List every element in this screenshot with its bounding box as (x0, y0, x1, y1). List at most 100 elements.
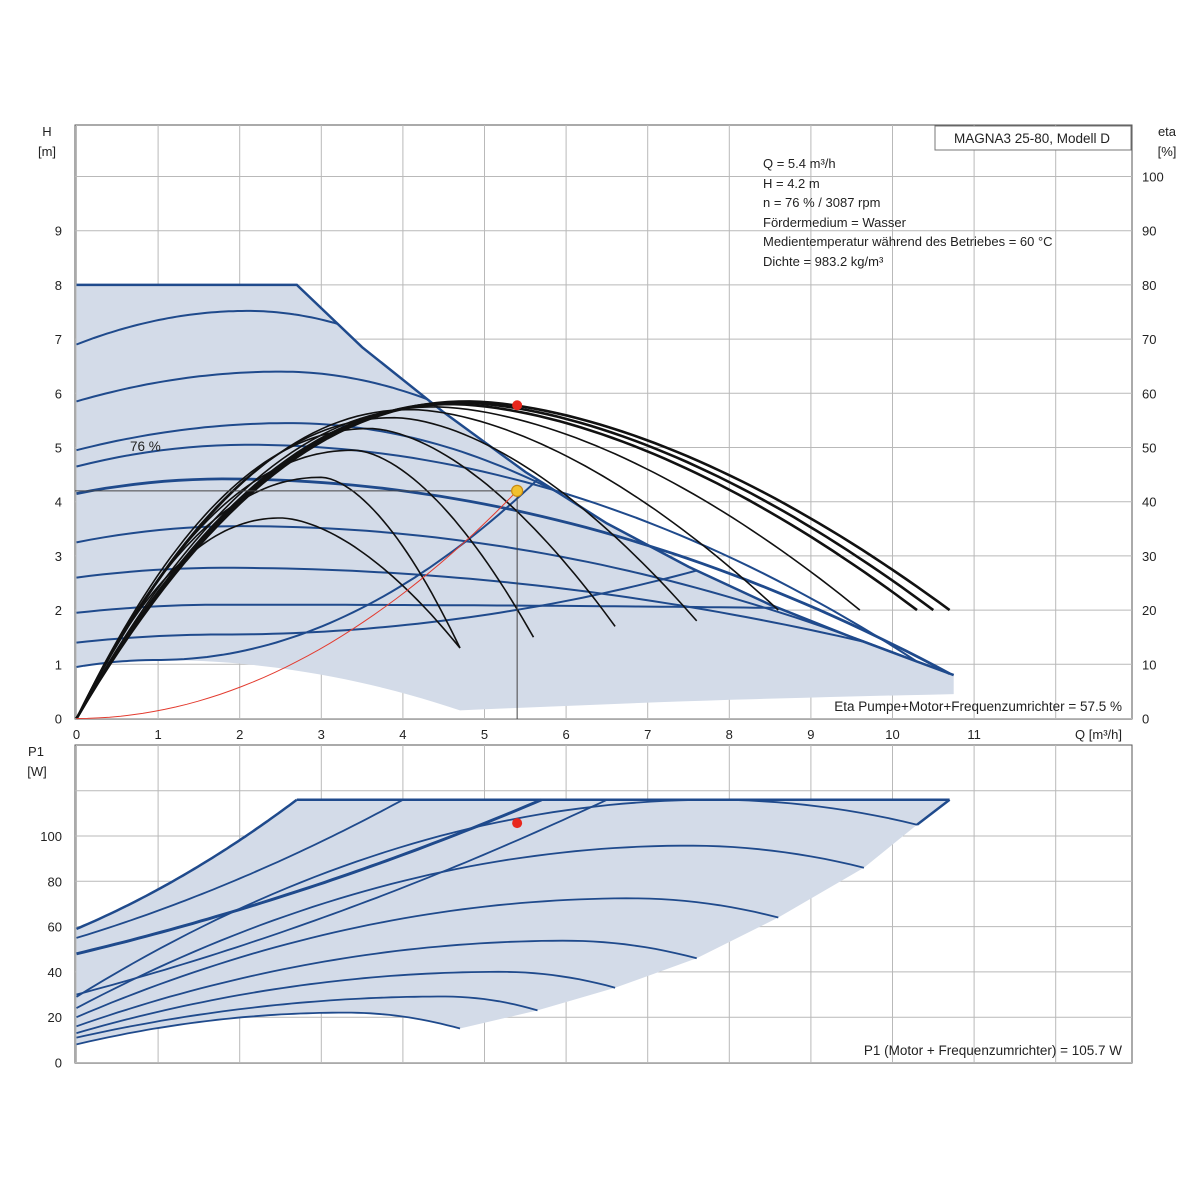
eta-tick-label: 40 (1142, 495, 1156, 510)
x-tick-label: 4 (399, 727, 406, 742)
right-axis-name: eta (1158, 124, 1177, 139)
efficiency-curve (75, 406, 861, 719)
head-curve (76, 566, 865, 643)
x-tick-label: 6 (562, 727, 569, 742)
eta-tick-label: 30 (1142, 549, 1156, 564)
power-curve (76, 798, 543, 956)
h-tick-label: 8 (55, 278, 62, 293)
power-curve (76, 939, 697, 1028)
power-curve (76, 798, 608, 996)
system-curve (76, 490, 518, 719)
p-tick-label: 40 (48, 965, 62, 980)
p-tick-label: 0 (55, 1056, 62, 1071)
duty-point-marker (511, 484, 524, 497)
eta-tick-label: 0 (1142, 712, 1149, 727)
info-line-n: n = 76 % / 3087 rpm (763, 195, 880, 210)
head-curve (76, 477, 951, 675)
efficiency-curve (75, 402, 918, 720)
p-tick-label: 20 (48, 1010, 62, 1025)
power-axis-unit: [W] (27, 764, 47, 779)
efficiency-curve (75, 427, 616, 719)
info-line-medium: Fördermedium = Wasser (763, 215, 907, 230)
x-tick-label: 2 (236, 727, 243, 742)
operating-point-markers (75, 400, 524, 719)
power-readout: P1 (Motor + Frequenzumrichter) = 105.7 W (864, 1043, 1122, 1058)
title-box (934, 125, 1132, 151)
x-tick-label: 0 (73, 727, 80, 742)
eta-tick-label: 70 (1142, 332, 1156, 347)
x-tick-label: 5 (481, 727, 488, 742)
eta-tick-label: 90 (1142, 224, 1156, 239)
power-curve (76, 844, 865, 1009)
info-line-temperature: Medientemperatur während des Betriebes =… (763, 234, 1053, 249)
power-max-edge (916, 798, 951, 826)
head-curve (76, 603, 779, 614)
efficiency-curve (75, 476, 461, 719)
efficiency-readout: Eta Pumpe+Motor+Frequenzumrichter = 57.5… (834, 699, 1122, 714)
info-line-density: Dichte = 983.2 kg/m³ (763, 254, 884, 269)
power-axis-ticks: 0 20 40 60 80 100 (40, 829, 62, 1071)
eta-tick-label: 10 (1142, 657, 1156, 672)
eta-tick-label: 20 (1142, 603, 1156, 618)
h-tick-label: 3 (55, 549, 62, 564)
power-range-area (76, 799, 950, 1045)
x-tick-label: 9 (807, 727, 814, 742)
p-tick-label: 60 (48, 920, 62, 935)
left-axis-name: H (42, 124, 51, 139)
power-operating-point (512, 818, 523, 829)
info-block: Q = 5.4 m³/h H = 4.2 m n = 76 % / 3087 r… (763, 156, 1053, 269)
h-tick-label: 7 (55, 332, 62, 347)
head-curve (76, 443, 918, 663)
power-curve (76, 995, 538, 1039)
x-tick-label: 10 (885, 727, 899, 742)
eta-tick-label: 80 (1142, 278, 1156, 293)
head-curves (76, 309, 951, 675)
p-tick-label: 100 (40, 829, 62, 844)
x-tick-label: 1 (154, 727, 161, 742)
p-tick-label: 80 (48, 874, 62, 889)
head-curve (76, 370, 428, 403)
head-axis-ticks: 0 1 2 3 4 5 6 7 8 9 10 1101234567890102030405060708… (55, 170, 1164, 743)
h-tick-label: 0 (55, 712, 62, 727)
x-tick-label: 8 (726, 727, 733, 742)
power-curves (76, 798, 951, 1046)
efficiency-curve (75, 416, 698, 719)
right-axis-unit: [%] (1158, 144, 1177, 159)
eta-tick-label: 50 (1142, 441, 1156, 456)
power-curve (76, 798, 298, 931)
power-curve (76, 799, 404, 939)
power-curve (76, 1011, 461, 1046)
info-line-h: H = 4.2 m (763, 176, 820, 191)
x-tick-label: 3 (318, 727, 325, 742)
chart-title: MAGNA3 25-80, Modell D (954, 131, 1110, 146)
eta-tick-label: 60 (1142, 386, 1156, 401)
head-curve (76, 309, 338, 346)
efficiency-point-marker (512, 400, 523, 411)
head-curve (76, 422, 559, 494)
eta-tick-label: 100 (1142, 170, 1164, 185)
h-tick-label: 5 (55, 441, 62, 456)
h-tick-label: 9 (55, 224, 62, 239)
head-panel: 0 1 2 3 4 5 6 7 8 9 10 1101234567890102030405060708… (38, 124, 1177, 742)
efficiency-curve (75, 517, 461, 719)
h-tick-label: 6 (55, 386, 62, 401)
h-tick-label: 2 (55, 603, 62, 618)
head-curve (76, 569, 697, 644)
h-tick-label: 1 (55, 657, 62, 672)
power-curve (76, 970, 616, 1034)
h-tick-label: 4 (55, 495, 62, 510)
power-operating-range (76, 799, 950, 1045)
x-tick-label: 7 (644, 727, 651, 742)
power-curve (76, 897, 779, 1019)
efficiency-curve (75, 401, 935, 720)
x-axis-label: Q [m³/h] (1075, 727, 1122, 742)
power-axis-name: P1 (28, 744, 44, 759)
power-panel: 0 20 40 60 80 100 P1 [W] P1 (Motor + Frequenz… (27, 744, 1133, 1071)
info-line-q: Q = 5.4 m³/h (763, 156, 836, 171)
speed-curve-label: 76 % (130, 439, 161, 454)
power-curve (76, 798, 918, 998)
x-tick-label: 11 (967, 727, 981, 742)
left-axis-unit: [m] (38, 144, 56, 159)
power-point-marker (512, 818, 523, 829)
